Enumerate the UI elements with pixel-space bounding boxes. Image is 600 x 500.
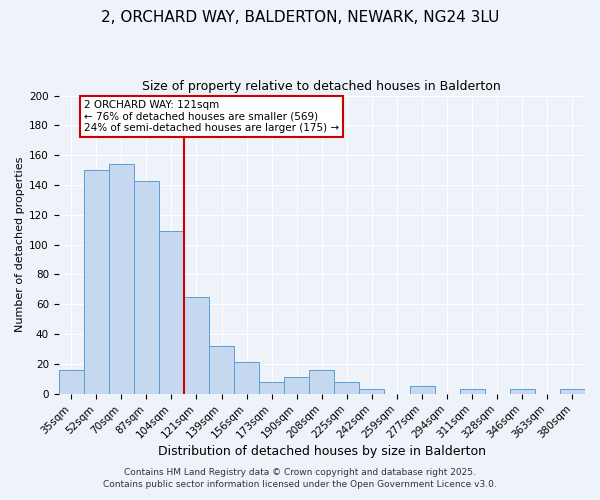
Bar (259, 382, 284, 394)
X-axis label: Distribution of detached houses by size in Balderton: Distribution of detached houses by size … (158, 444, 486, 458)
Bar (284, 378, 309, 394)
Bar (184, 297, 209, 394)
Text: Contains HM Land Registry data © Crown copyright and database right 2025.
Contai: Contains HM Land Registry data © Crown c… (103, 468, 497, 489)
Bar (209, 346, 234, 394)
Bar (410, 386, 434, 394)
Text: 2, ORCHARD WAY, BALDERTON, NEWARK, NG24 3LU: 2, ORCHARD WAY, BALDERTON, NEWARK, NG24 … (101, 10, 499, 25)
Bar (460, 390, 485, 394)
Y-axis label: Number of detached properties: Number of detached properties (15, 157, 25, 332)
Bar (59, 370, 84, 394)
Bar (309, 370, 334, 394)
Bar (334, 382, 359, 394)
Bar (359, 390, 385, 394)
Bar (109, 164, 134, 394)
Title: Size of property relative to detached houses in Balderton: Size of property relative to detached ho… (142, 80, 501, 93)
Bar (159, 231, 184, 394)
Bar (560, 390, 585, 394)
Bar (234, 362, 259, 394)
Text: 2 ORCHARD WAY: 121sqm
← 76% of detached houses are smaller (569)
24% of semi-det: 2 ORCHARD WAY: 121sqm ← 76% of detached … (84, 100, 339, 133)
Bar (134, 180, 159, 394)
Bar (510, 390, 535, 394)
Bar (84, 170, 109, 394)
